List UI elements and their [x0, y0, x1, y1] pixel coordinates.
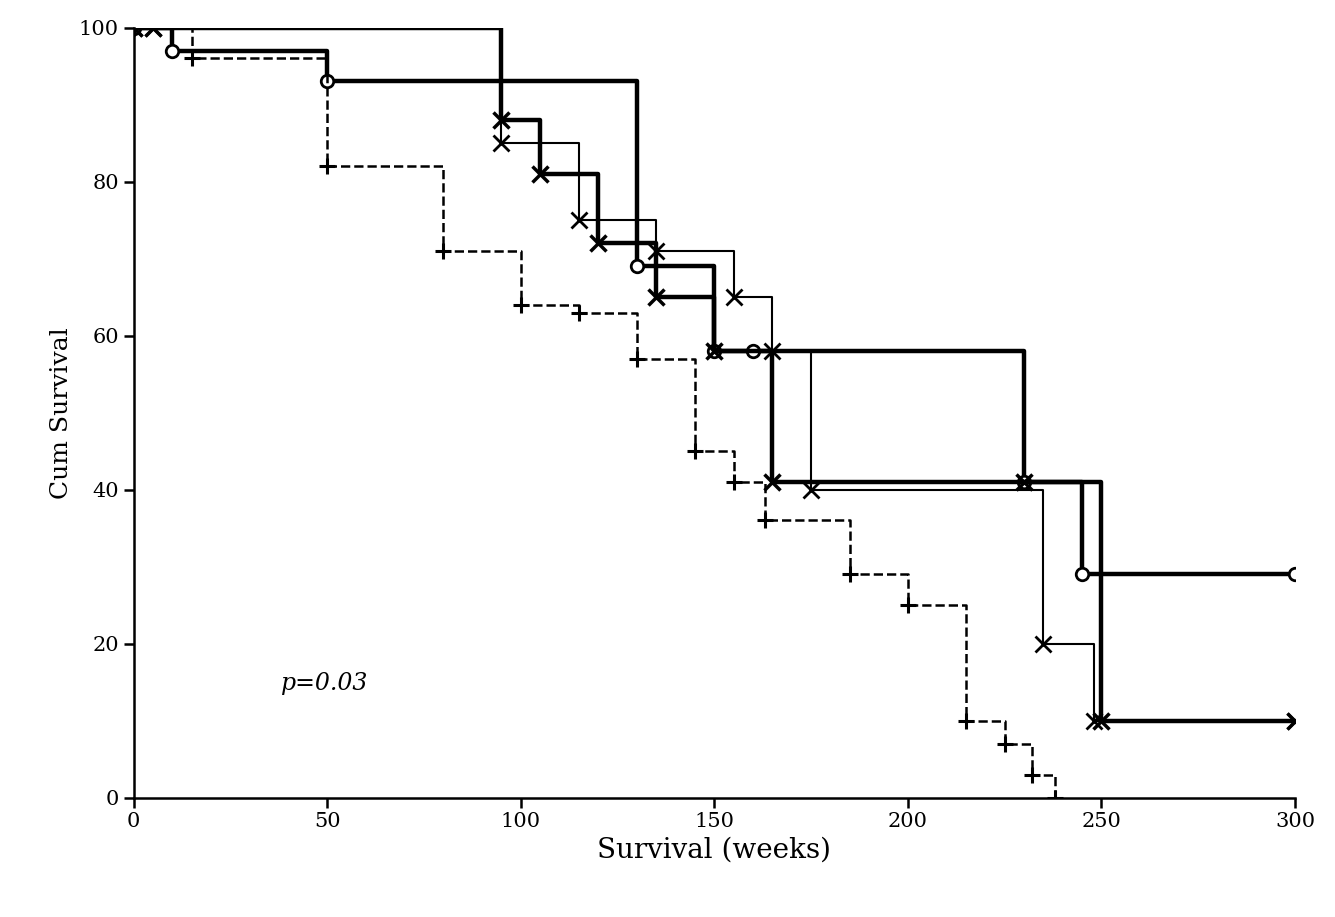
- Text: p=0.03: p=0.03: [280, 672, 368, 695]
- X-axis label: Survival (weeks): Survival (weeks): [597, 837, 832, 864]
- Y-axis label: Cum Survival: Cum Survival: [51, 326, 73, 499]
